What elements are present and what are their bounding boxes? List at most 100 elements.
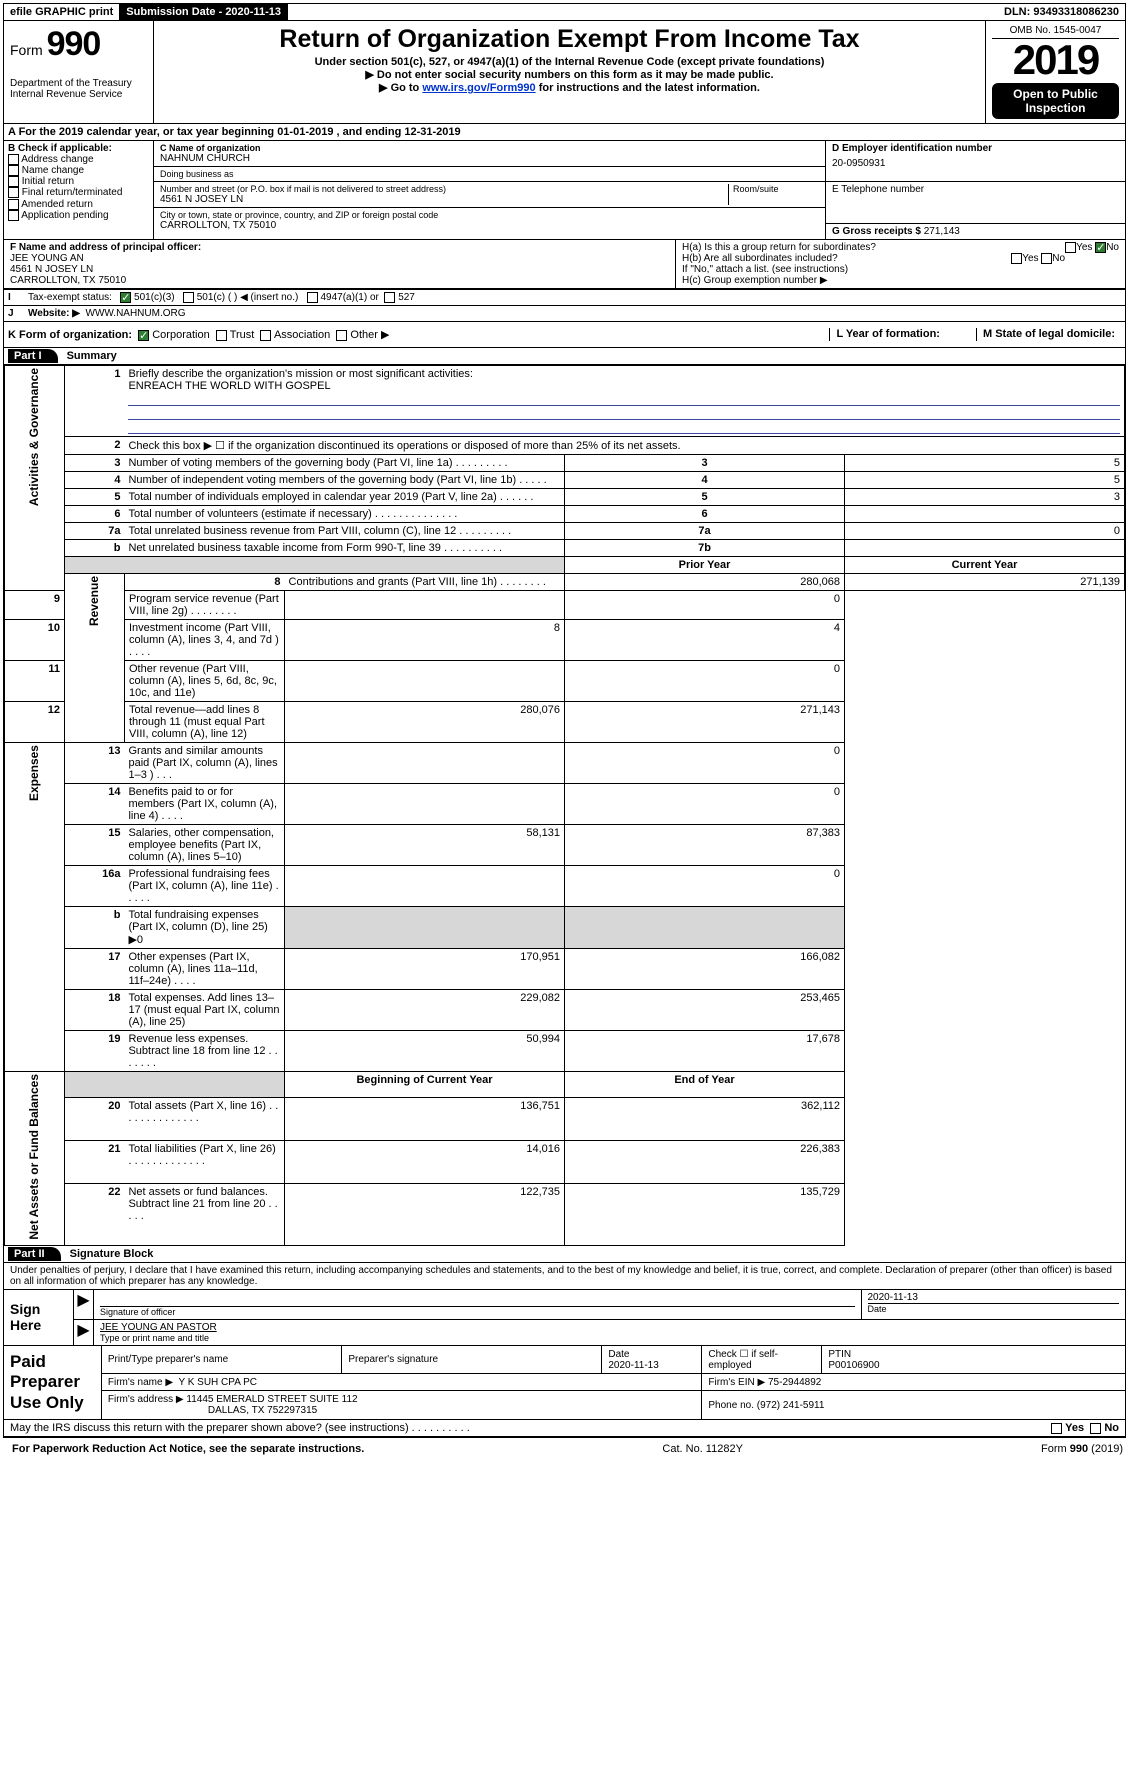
part-ii-header: Part II Signature Block — [4, 1246, 1125, 1263]
ha-yes[interactable]: Yes — [1076, 242, 1092, 253]
dba-label: Doing business as — [160, 169, 819, 179]
rev-row: 12Total revenue—add lines 8 through 11 (… — [5, 702, 1125, 743]
instructions-link[interactable]: www.irs.gov/Form990 — [422, 82, 535, 94]
officer-cell: F Name and address of principal officer:… — [4, 240, 675, 288]
line-1: Briefly describe the organization's miss… — [124, 366, 1124, 437]
gov-row: 4Number of independent voting members of… — [5, 472, 1125, 489]
chk-assoc[interactable] — [260, 330, 271, 341]
paid-preparer-label: Paid Preparer Use Only — [4, 1346, 102, 1419]
dba-cell: Doing business as — [154, 167, 825, 182]
chk-trust[interactable] — [216, 330, 227, 341]
sig-label: Signature of officer — [100, 1306, 855, 1317]
part-ii-title: Signature Block — [70, 1248, 154, 1260]
sign-date-label: Date — [868, 1303, 1120, 1314]
chk-address-change[interactable]: Address change — [8, 154, 149, 165]
net-row: 21Total liabilities (Part X, line 26) . … — [5, 1140, 1125, 1183]
pra-notice: For Paperwork Reduction Act Notice, see … — [12, 1443, 364, 1455]
subtitle-2: ▶ Do not enter social security numbers o… — [160, 68, 979, 81]
ha-no[interactable]: No — [1106, 242, 1119, 253]
website-url: WWW.NAHNUM.ORG — [86, 308, 186, 319]
exp-row: 18Total expenses. Add lines 13–17 (must … — [5, 990, 1125, 1031]
chk-amended[interactable]: Amended return — [8, 199, 149, 210]
chk-corp[interactable] — [138, 330, 149, 341]
row-k: K Form of organization: Corporation Trus… — [4, 322, 1125, 348]
exp-row: 14Benefits paid to or for members (Part … — [5, 784, 1125, 825]
efile-label[interactable]: efile GRAPHIC print — [4, 4, 120, 20]
department: Department of the Treasury Internal Reve… — [10, 78, 147, 100]
vtab-governance: Activities & Governance — [5, 366, 65, 591]
net-row: 22Net assets or fund balances. Subtract … — [5, 1184, 1125, 1245]
gross-receipts: 271,143 — [924, 226, 960, 237]
city-cell: City or town, state or province, country… — [154, 208, 825, 233]
col-c: C Name of organization NAHNUM CHURCH Doi… — [154, 141, 825, 239]
open-inspection: Open to Public Inspection — [992, 83, 1119, 119]
firm-phone-label: Phone no. — [708, 1400, 754, 1411]
chk-4947[interactable] — [307, 292, 318, 303]
chk-pending[interactable]: Application pending — [8, 210, 149, 221]
part-i-header: Part I Summary — [4, 348, 1125, 365]
officer-addr2: CARROLLTON, TX 75010 — [10, 275, 126, 286]
rev-row: 9Program service revenue (Part VIII, lin… — [5, 591, 1125, 620]
q1-text: Briefly describe the organization's miss… — [128, 368, 472, 380]
chk-name-change[interactable]: Name change — [8, 165, 149, 176]
state-domicile-label: M State of legal domicile: — [983, 328, 1115, 340]
chk-501c[interactable] — [183, 292, 194, 303]
b-label: B Check if applicable: — [8, 143, 112, 154]
line-2-idx: 2 — [64, 437, 124, 455]
discuss-text: May the IRS discuss this return with the… — [10, 1422, 470, 1434]
discuss-no: No — [1104, 1422, 1119, 1434]
cat-no: Cat. No. 11282Y — [662, 1443, 743, 1455]
block-bcdefg: B Check if applicable: Address change Na… — [4, 141, 1125, 240]
hb-yes[interactable]: Yes — [1022, 253, 1038, 264]
subtitle-3: ▶ Go to www.irs.gov/Form990 for instruct… — [160, 81, 979, 94]
chk-initial-return[interactable]: Initial return — [8, 176, 149, 187]
part-ii-badge: Part II — [8, 1247, 61, 1261]
tax-year: 2019 — [992, 39, 1119, 81]
hb-no[interactable]: No — [1052, 253, 1065, 264]
line-2: Check this box ▶ ☐ if the organization d… — [124, 437, 1124, 455]
part-i-badge: Part I — [8, 349, 58, 363]
header-center: Return of Organization Exempt From Incom… — [154, 21, 985, 123]
exp-row: 16aProfessional fundraising fees (Part I… — [5, 866, 1125, 907]
k-label: K Form of organization: — [8, 329, 132, 341]
ein-label: D Employer identification number — [832, 143, 992, 154]
discuss-no-chk[interactable] — [1090, 1423, 1101, 1434]
arrow-icon: ▶ — [74, 1290, 94, 1319]
discuss-yes: Yes — [1065, 1422, 1084, 1434]
sign-here-label: Sign Here — [4, 1290, 74, 1345]
phone — [832, 195, 1119, 221]
submission-date: Submission Date - 2020-11-13 — [120, 4, 288, 20]
chk-other[interactable] — [336, 330, 347, 341]
row-j: J Website: ▶ WWW.NAHNUM.ORG — [4, 306, 1125, 322]
row-a: A For the 2019 calendar year, or tax yea… — [4, 124, 1125, 141]
vtab-revenue: Revenue — [64, 574, 124, 743]
gross-label: G Gross receipts $ — [832, 226, 921, 237]
officer-typed-name: JEE YOUNG AN PASTOR — [100, 1322, 217, 1333]
chk-final-return[interactable]: Final return/terminated — [8, 187, 149, 198]
form-title: Return of Organization Exempt From Incom… — [160, 25, 979, 54]
col-current-year: Current Year — [844, 557, 1124, 574]
org-name-cell: C Name of organization NAHNUM CHURCH — [154, 141, 825, 167]
prep-check[interactable]: Check ☐ if self-employed — [702, 1346, 822, 1374]
rev-row: 10Investment income (Part VIII, column (… — [5, 620, 1125, 661]
officer-name: JEE YOUNG AN — [10, 253, 84, 264]
discuss-yes-chk[interactable] — [1051, 1423, 1062, 1434]
ha-label: H(a) Is this a group return for subordin… — [682, 242, 876, 253]
gov-row: 5Total number of individuals employed in… — [5, 489, 1125, 506]
j-letter: J — [4, 306, 24, 321]
dln: DLN: 93493318086230 — [998, 4, 1125, 20]
tax-status: Tax-exempt status: 501(c)(3) 501(c) ( ) … — [24, 290, 1125, 305]
street-label: Number and street (or P.O. box if mail i… — [160, 184, 724, 194]
chk-501c3[interactable] — [120, 292, 131, 303]
sign-block: Sign Here ▶ Signature of officer 2020-11… — [4, 1290, 1125, 1346]
chk-527[interactable] — [384, 292, 395, 303]
ptin-hdr: PTIN — [828, 1349, 851, 1360]
gov-row: 3Number of voting members of the governi… — [5, 455, 1125, 472]
ein: 20-0950931 — [832, 154, 1119, 179]
hc-label: H(c) Group exemption number ▶ — [682, 275, 1119, 286]
net-row: 20Total assets (Part X, line 16) . . . .… — [5, 1097, 1125, 1140]
form-header: Form 990 Department of the Treasury Inte… — [4, 21, 1125, 124]
col-hdr-row: Prior Year Current Year — [5, 557, 1125, 574]
hb-label: H(b) Are all subordinates included? — [682, 253, 838, 264]
discuss-row: May the IRS discuss this return with the… — [4, 1420, 1125, 1437]
